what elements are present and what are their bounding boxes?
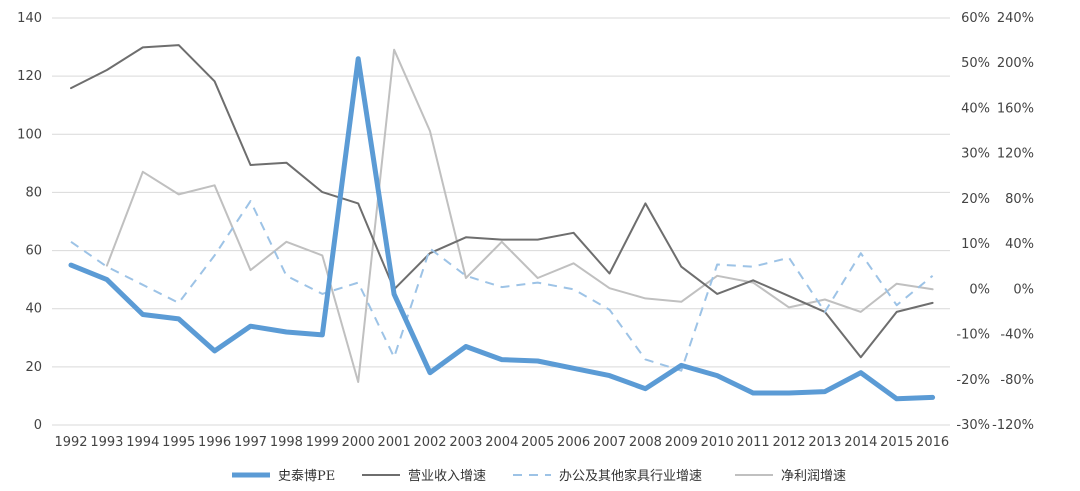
right-tick-label: -20% xyxy=(956,373,990,388)
legend-item-pe-label: 史泰博PE xyxy=(278,469,335,484)
legend: 史泰博PE 营业收入增速 办公及其他家具行业增速 净利润增速 xyxy=(232,468,846,484)
left-tick-label: 40 xyxy=(25,302,42,317)
x-tick-label: 2001 xyxy=(378,435,411,450)
legend-item-revenue-growth-label: 营业收入增速 xyxy=(408,469,486,484)
right-outer-tick-label: -80% xyxy=(1000,373,1034,388)
x-tick-label: 1995 xyxy=(162,435,195,450)
x-tick-label: 1999 xyxy=(306,435,339,450)
legend-item-industry-growth-label: 办公及其他家具行业增速 xyxy=(559,468,702,484)
left-tick-label: 120 xyxy=(17,69,42,84)
left-tick-label: 100 xyxy=(17,127,42,142)
right-axis-percent-ticks: -30% -20% -10% 0% 10% 20% 30% 40% 50% 60% xyxy=(956,11,990,433)
x-axis-ticks: 1992 1993 1994 1995 1996 1997 1998 1999 2000 2001… xyxy=(54,435,949,450)
x-tick-label: 2003 xyxy=(449,435,482,450)
right-axis-outer-percent-ticks: -120% -80% -40% 0% 40% 80% 120% 160% 200% 240% xyxy=(992,11,1034,433)
right-outer-tick-label: -120% xyxy=(992,418,1034,433)
x-tick-label: 2016 xyxy=(916,435,949,450)
x-tick-label: 2005 xyxy=(521,435,554,450)
right-tick-label: 50% xyxy=(961,56,990,71)
right-outer-tick-label: 120% xyxy=(997,147,1034,162)
left-tick-label: 20 xyxy=(25,360,42,375)
right-outer-tick-label: 40% xyxy=(1005,237,1034,252)
left-tick-label: 60 xyxy=(25,244,42,259)
left-tick-label: 0 xyxy=(34,418,42,433)
x-tick-label: 2015 xyxy=(880,435,913,450)
right-tick-label: 30% xyxy=(961,147,990,162)
series-line-revenue-growth xyxy=(70,44,934,359)
x-tick-label: 1996 xyxy=(198,435,231,450)
legend-item-net-profit-growth-label: 净利润增速 xyxy=(781,469,846,484)
x-tick-label: 1994 xyxy=(126,435,159,450)
series-line-net-profit-growth xyxy=(105,48,934,383)
right-outer-tick-label: 240% xyxy=(997,11,1034,26)
right-tick-label: 20% xyxy=(961,192,990,207)
x-tick-label: 2006 xyxy=(557,435,590,450)
x-tick-label: 2013 xyxy=(808,435,841,450)
x-tick-label: 2007 xyxy=(593,435,626,450)
x-tick-label: 2014 xyxy=(844,435,877,450)
right-outer-tick-label: -40% xyxy=(1000,328,1034,343)
right-outer-tick-label: 80% xyxy=(1005,192,1034,207)
x-tick-label: 1993 xyxy=(90,435,123,450)
x-tick-label: 2008 xyxy=(629,435,662,450)
gridlines xyxy=(52,17,950,426)
x-tick-label: 2002 xyxy=(413,435,446,450)
right-tick-label: -10% xyxy=(956,328,990,343)
series-line-pe xyxy=(68,56,936,402)
right-outer-tick-label: 200% xyxy=(997,56,1034,71)
right-outer-tick-label: 160% xyxy=(997,101,1034,116)
right-tick-label: 0% xyxy=(969,282,990,297)
series-layer xyxy=(68,44,936,402)
right-tick-label: 60% xyxy=(961,11,990,26)
x-tick-label: 1998 xyxy=(270,435,303,450)
right-tick-label: 40% xyxy=(961,101,990,116)
left-tick-label: 140 xyxy=(17,11,42,26)
left-axis-ticks: 0 20 40 60 80 100 120 140 xyxy=(17,11,42,433)
x-tick-label: 1997 xyxy=(234,435,267,450)
x-tick-label: 2000 xyxy=(342,435,375,450)
x-tick-label: 2012 xyxy=(772,435,805,450)
x-tick-label: 2010 xyxy=(701,435,734,450)
right-tick-label: -30% xyxy=(956,418,990,433)
x-tick-label: 2009 xyxy=(665,435,698,450)
right-outer-tick-label: 0% xyxy=(1013,282,1034,297)
right-tick-label: 10% xyxy=(961,237,990,252)
left-tick-label: 80 xyxy=(25,185,42,200)
x-tick-label: 2004 xyxy=(485,435,518,450)
series-line-industry-growth xyxy=(70,200,934,372)
x-tick-label: 1992 xyxy=(54,435,87,450)
x-tick-label: 2011 xyxy=(737,435,770,450)
